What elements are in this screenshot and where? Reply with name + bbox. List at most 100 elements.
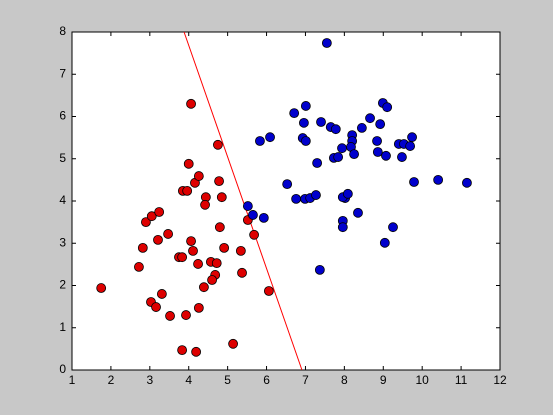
point — [365, 113, 375, 124]
x-tick-label: 7 — [302, 373, 309, 387]
point — [211, 258, 222, 269]
point — [349, 149, 359, 160]
point — [388, 222, 398, 233]
point — [375, 119, 386, 130]
point — [407, 132, 417, 143]
point — [330, 124, 341, 135]
point — [137, 242, 148, 253]
point — [146, 211, 157, 222]
point — [353, 207, 363, 218]
y-tick-label: 1 — [59, 320, 66, 334]
point — [153, 234, 163, 245]
point — [134, 262, 144, 272]
x-tick-label: 11 — [455, 373, 468, 387]
point — [213, 139, 223, 150]
point — [291, 193, 302, 204]
x-tick-label: 4 — [185, 373, 192, 387]
point — [409, 177, 419, 187]
point — [382, 102, 393, 113]
point — [300, 136, 311, 146]
x-tick-label: 12 — [493, 373, 507, 387]
point — [191, 346, 202, 357]
point — [321, 38, 332, 48]
x-tick-label: 1 — [69, 373, 76, 387]
point — [228, 338, 238, 349]
y-tick-label: 6 — [59, 109, 66, 123]
point — [356, 123, 367, 133]
point — [337, 222, 348, 233]
point — [200, 199, 210, 210]
point — [289, 108, 300, 119]
point — [249, 229, 259, 240]
point — [177, 345, 188, 356]
point — [282, 179, 293, 190]
point — [379, 237, 390, 248]
point — [177, 252, 188, 263]
y-tick-label: 8 — [59, 24, 66, 38]
point — [186, 98, 196, 109]
point — [216, 192, 227, 203]
point — [381, 150, 391, 161]
point — [312, 158, 323, 168]
point — [462, 177, 472, 188]
point — [193, 259, 203, 269]
point — [242, 201, 253, 211]
point — [263, 286, 274, 296]
x-tick-label: 6 — [263, 373, 270, 387]
point — [337, 143, 347, 154]
y-tick-label: 4 — [59, 193, 66, 207]
x-tick-label: 10 — [416, 373, 430, 387]
point — [248, 210, 258, 220]
point — [314, 264, 325, 275]
point — [372, 136, 382, 146]
point — [255, 136, 265, 146]
point — [151, 302, 161, 312]
point — [156, 289, 167, 299]
y-tick-label: 0 — [59, 362, 66, 376]
point — [433, 174, 444, 185]
point — [96, 283, 107, 293]
y-tick-label: 5 — [59, 151, 66, 165]
point — [207, 275, 217, 285]
point — [141, 217, 151, 228]
decision-line — [183, 31, 303, 371]
y-tick-label: 7 — [59, 66, 66, 80]
point — [300, 101, 311, 111]
point — [214, 176, 224, 187]
point — [181, 310, 191, 320]
point — [258, 212, 269, 223]
point — [237, 267, 247, 278]
x-tick-label: 9 — [380, 373, 387, 387]
x-tick-label: 5 — [224, 373, 231, 387]
y-tick-label: 3 — [59, 235, 66, 249]
point — [219, 242, 230, 253]
point — [182, 185, 193, 196]
point — [188, 245, 198, 256]
x-tick-label: 2 — [108, 373, 115, 387]
point — [311, 190, 321, 200]
point — [193, 302, 204, 313]
point — [186, 236, 196, 247]
x-tick-label: 3 — [146, 373, 153, 387]
point — [316, 117, 326, 127]
point — [265, 132, 275, 143]
point — [165, 311, 175, 321]
point — [397, 152, 407, 162]
point — [298, 117, 309, 128]
point — [333, 152, 344, 162]
point — [235, 245, 246, 256]
point — [183, 158, 194, 169]
point — [372, 147, 383, 157]
plot-area — [71, 31, 501, 371]
point — [163, 229, 174, 239]
point — [154, 207, 165, 217]
point — [199, 282, 209, 293]
y-tick-label: 2 — [59, 278, 66, 292]
point — [405, 141, 416, 151]
x-tick-label: 8 — [341, 373, 348, 387]
point — [342, 188, 353, 199]
point — [214, 222, 225, 233]
point — [193, 171, 204, 181]
